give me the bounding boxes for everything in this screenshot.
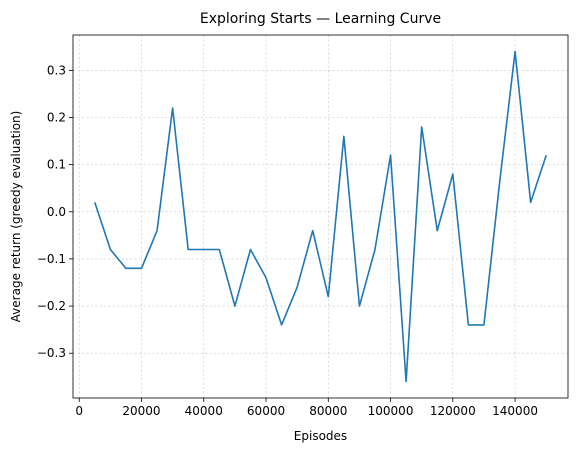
x-tick-label: 100000 bbox=[368, 404, 414, 418]
x-tick-label: 120000 bbox=[430, 404, 476, 418]
grid bbox=[73, 35, 568, 398]
y-axis-ticks: −0.3 −0.2 −0.1 0.0 0.1 0.2 0.3 bbox=[37, 63, 73, 360]
axes-frame bbox=[72, 34, 569, 399]
y-tick-label: 0.1 bbox=[47, 158, 66, 172]
x-tick-label: 40000 bbox=[185, 404, 223, 418]
y-tick-label: −0.3 bbox=[37, 346, 66, 360]
x-tick-label: 20000 bbox=[122, 404, 160, 418]
chart-title: Exploring Starts — Learning Curve bbox=[200, 11, 441, 27]
y-axis-label: Average return (greedy evaluation) bbox=[9, 111, 23, 323]
series-line bbox=[94, 50, 547, 383]
y-tick-label: 0.2 bbox=[47, 111, 66, 125]
x-tick-label: 0 bbox=[75, 404, 83, 418]
x-axis-label: Episodes bbox=[294, 429, 347, 443]
x-tick-label: 80000 bbox=[309, 404, 347, 418]
y-tick-label: −0.2 bbox=[37, 299, 66, 313]
y-tick-label: −0.1 bbox=[37, 252, 66, 266]
y-tick-label: 0.0 bbox=[47, 205, 66, 219]
x-tick-label: 60000 bbox=[247, 404, 285, 418]
series-layer bbox=[94, 50, 547, 383]
x-tick-label: 140000 bbox=[492, 404, 538, 418]
x-axis-ticks: 0 20000 40000 60000 80000 100000 120000 140000 bbox=[75, 398, 538, 418]
y-tick-label: 0.3 bbox=[47, 63, 66, 77]
